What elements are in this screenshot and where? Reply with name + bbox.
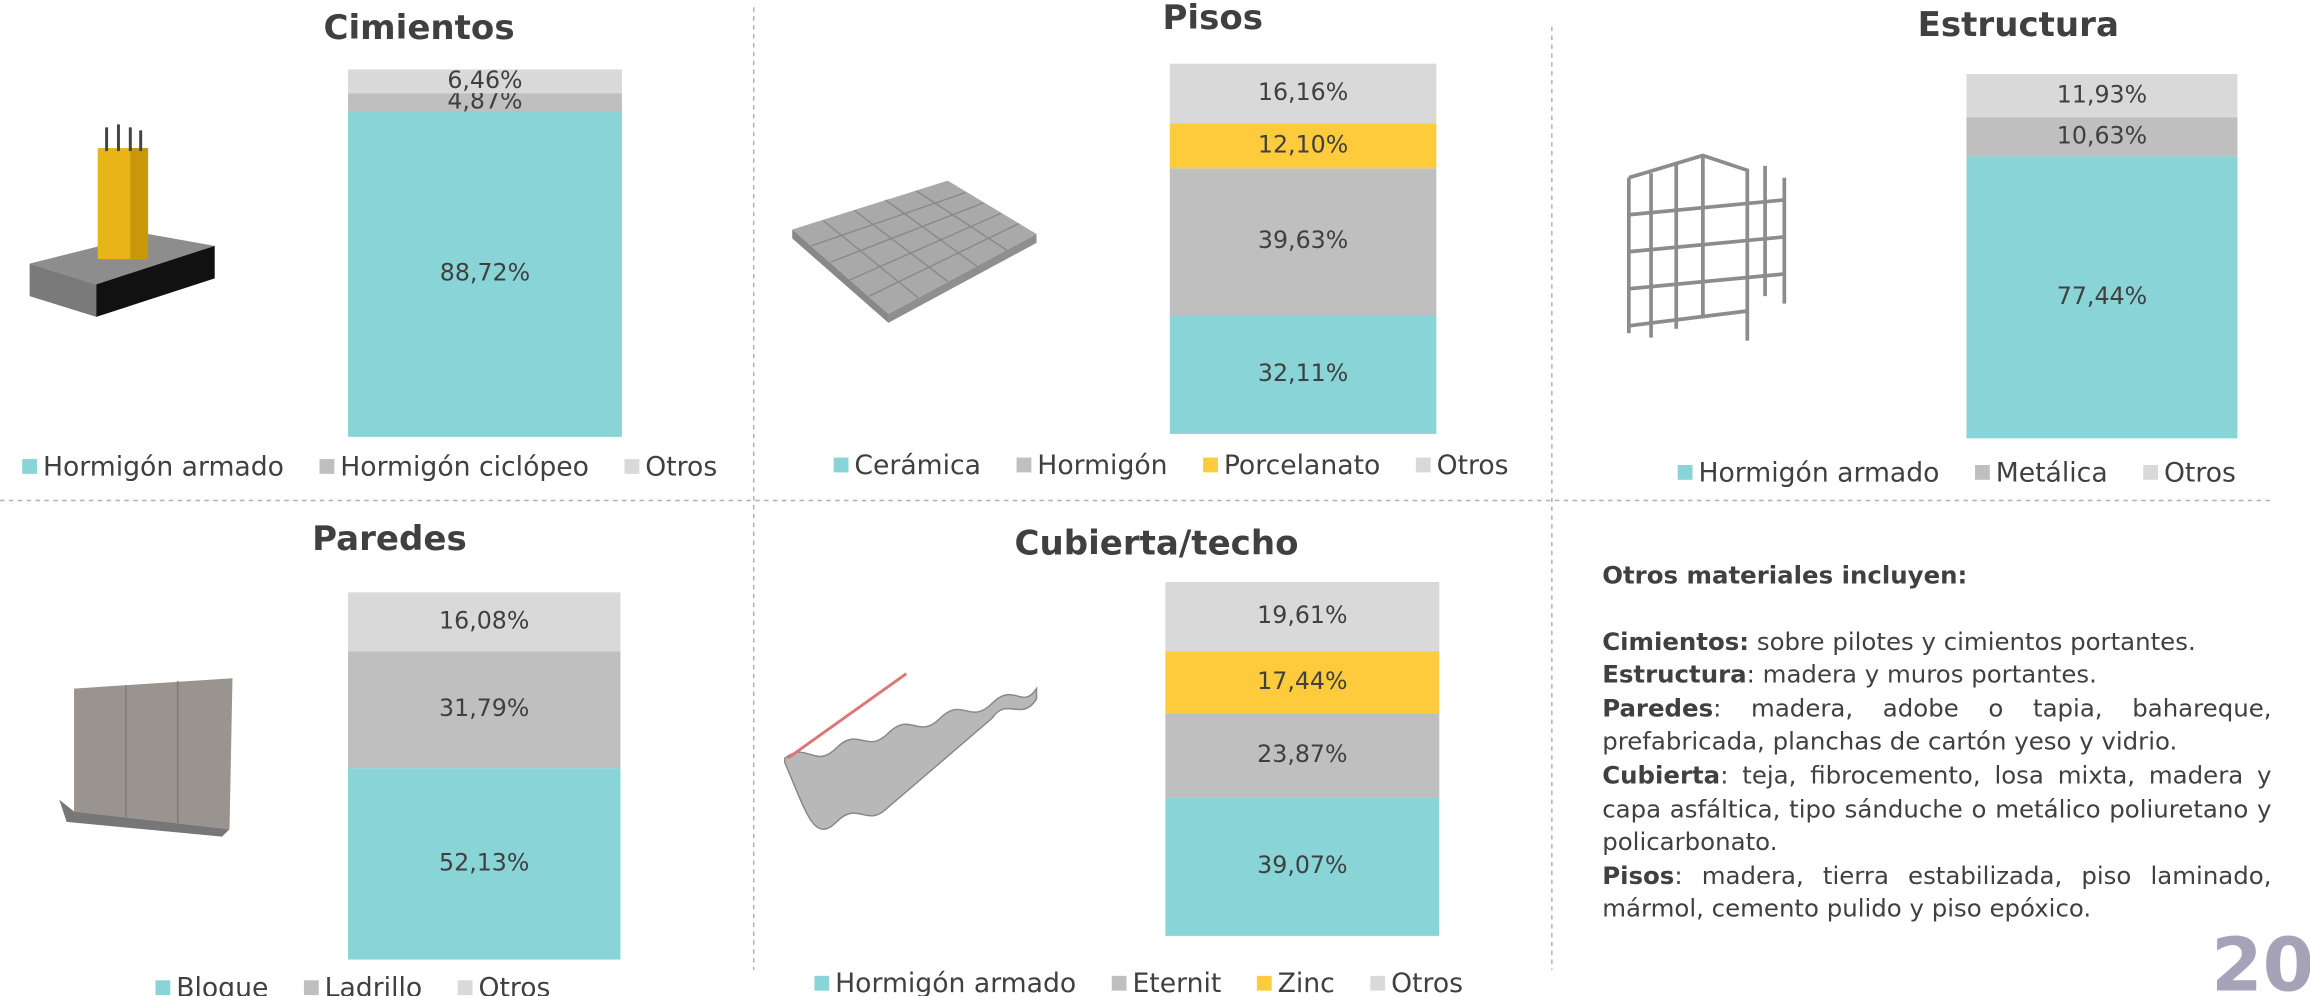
legend-swatch — [814, 975, 830, 991]
chart-title: Estructura — [1918, 5, 2119, 45]
wall-image — [59, 678, 233, 837]
bar-segment — [347, 768, 621, 960]
chart-title: Pisos — [1162, 0, 1263, 38]
note-text: sobre pilotes y cimientos portantes. — [1749, 627, 2196, 656]
legend-label: Hormigón armado — [43, 451, 284, 482]
value-label: 17,44% — [1257, 667, 1347, 695]
legend-label: Cerámica — [854, 450, 981, 481]
legend-label: Otros — [478, 973, 550, 996]
bar-segment — [1966, 74, 2238, 118]
note: Estructura: madera y muros portantes. — [1602, 659, 2271, 692]
note-term: Estructura — [1602, 660, 1747, 689]
legend-swatch — [1975, 464, 1990, 480]
bar-segment — [347, 69, 622, 94]
note-term: Cubierta — [1602, 761, 1721, 790]
value-label: 31,79% — [439, 694, 529, 722]
bar-segment — [1165, 797, 1440, 936]
legend-swatch — [1111, 975, 1127, 991]
value-label: 19,61% — [1257, 601, 1347, 629]
bar-segment — [1165, 651, 1440, 714]
legend-swatch — [319, 459, 335, 474]
bar-segment — [1966, 117, 2238, 157]
legend-swatch — [1370, 975, 1386, 991]
notes-heading: Otros materiales incluyen: — [1602, 561, 1968, 590]
legend-swatch — [1016, 457, 1032, 473]
chart-title: Paredes — [312, 519, 467, 559]
note-text: : madera y muros portantes. — [1746, 660, 2097, 689]
legend-swatch — [303, 980, 319, 996]
note-term: Paredes — [1602, 694, 1714, 723]
legend-label: Bloque — [176, 973, 268, 996]
bar-segment — [347, 592, 621, 652]
value-label: 11,93% — [2057, 80, 2147, 108]
value-label: 39,63% — [1258, 226, 1348, 254]
bar-segment — [347, 93, 622, 112]
roof-edge — [786, 672, 908, 760]
chart-title: Cimientos — [324, 8, 515, 48]
legend-label: Hormigón — [1037, 450, 1167, 481]
bar-segment — [347, 111, 622, 437]
bar-segment — [1169, 168, 1437, 316]
legend-label: Zinc — [1278, 968, 1335, 996]
legend-swatch — [2143, 464, 2159, 480]
bar-segment — [1169, 123, 1437, 169]
legend-swatch — [155, 980, 171, 996]
note: Paredes: madera, adobe o tapia, baharequ… — [1602, 693, 2271, 760]
value-label: 6,46% — [447, 66, 522, 94]
notes-text: Otros materiales incluyen: Cimientos: so… — [1602, 560, 2271, 927]
bar-segment — [1966, 156, 2238, 439]
legend-swatch — [1415, 457, 1431, 473]
legend-swatch — [833, 457, 849, 473]
note-text: : madera, tierra estabilizada, piso lami… — [1602, 861, 2272, 924]
legend-label: Otros — [2164, 457, 2236, 488]
notes: Otros materiales incluyen: Cimientos: so… — [1602, 560, 2271, 927]
legend-swatch — [22, 459, 38, 474]
legend-label: Metálica — [1996, 457, 2108, 488]
value-label: 23,87% — [1257, 740, 1347, 768]
page-number: 20 — [2211, 922, 2310, 996]
value-label: 52,13% — [439, 848, 529, 876]
value-label: 12,10% — [1258, 130, 1348, 158]
bar-segment — [347, 651, 621, 769]
legend-label: Hormigón armado — [1698, 457, 1939, 488]
legend-label: Hormigón armado — [835, 968, 1076, 996]
value-label: 88,72% — [440, 258, 530, 286]
legend-swatch — [1203, 457, 1218, 473]
foundation-image — [29, 124, 215, 317]
legend-swatch — [1677, 464, 1693, 480]
value-label: 16,16% — [1258, 78, 1348, 106]
structure-image — [1626, 153, 1787, 341]
bar-segment — [1165, 581, 1440, 652]
value-label: 77,44% — [2057, 282, 2147, 310]
value-label: 39,07% — [1257, 851, 1347, 879]
legend-label: Hormigón ciclópeo — [340, 451, 589, 482]
bar-segment — [1169, 63, 1437, 124]
legend-label: Otros — [1391, 968, 1463, 996]
bar-segment — [1169, 315, 1437, 434]
legend-label: Porcelanato — [1224, 450, 1381, 481]
chart-title: Cubierta/techo — [1014, 523, 1298, 563]
legend-label: Otros — [645, 451, 717, 482]
note: Cubierta: teja, fibrocemento, losa mixta… — [1602, 760, 2271, 860]
value-label: 10,63% — [2057, 121, 2147, 149]
roof-image — [784, 686, 1038, 830]
legend-label: Eternit — [1132, 968, 1221, 996]
note-term: Pisos — [1602, 861, 1675, 890]
legend-label: Otros — [1437, 450, 1509, 481]
legend-swatch — [1256, 975, 1272, 991]
legend-label: Ladrillo — [325, 973, 423, 996]
legend-swatch — [624, 459, 640, 474]
bar-segment — [1165, 713, 1440, 798]
note: Pisos: madera, tierra estabilizada, piso… — [1602, 860, 2271, 927]
tiles-image — [792, 180, 1037, 323]
value-label: 32,11% — [1258, 359, 1348, 387]
note-text: : madera, adobe o tapia, bahareque, pref… — [1602, 694, 2272, 756]
legend-swatch — [457, 980, 473, 996]
value-label: 16,08% — [439, 606, 529, 634]
note: Cimientos: sobre pilotes y cimientos por… — [1602, 626, 2271, 659]
note-term: Cimientos: — [1602, 627, 1750, 656]
note-text: : teja, fibrocemento, losa mixta, madera… — [1602, 761, 2272, 857]
